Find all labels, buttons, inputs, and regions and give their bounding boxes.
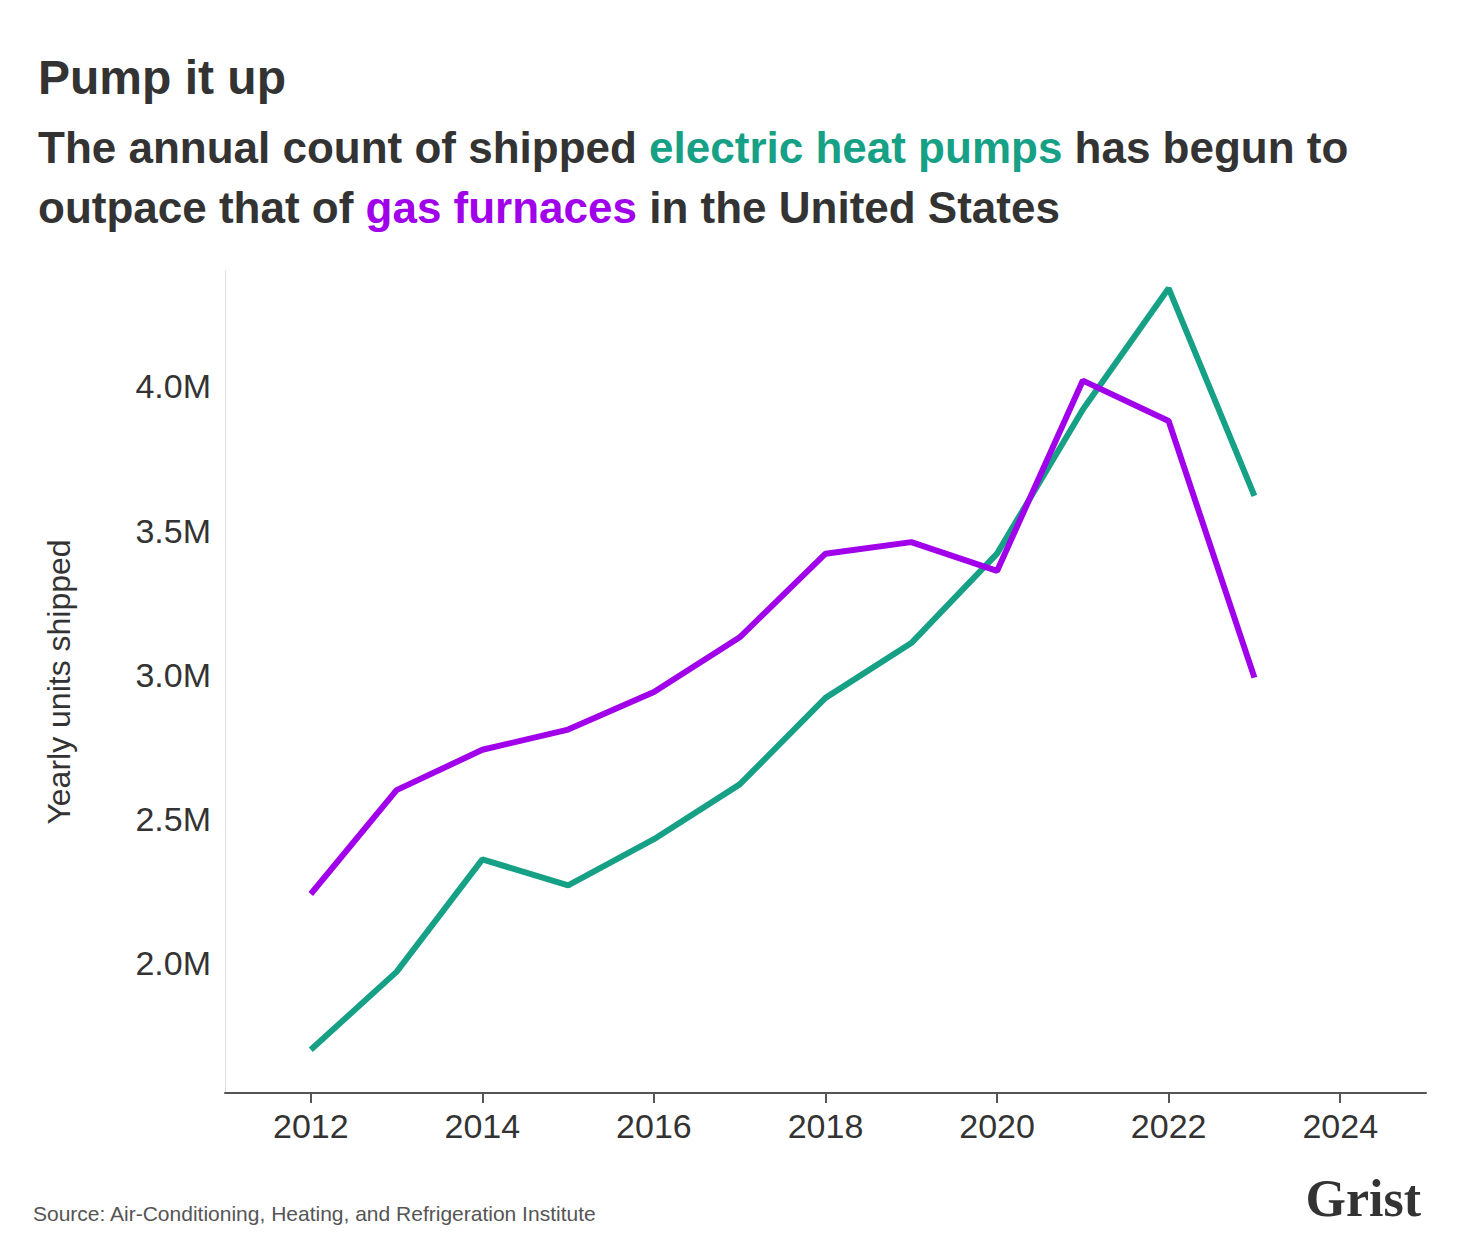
svg-text:Source: Air-Conditioning, Heat: Source: Air-Conditioning, Heating, and R… (33, 1202, 596, 1225)
svg-text:2012: 2012 (273, 1107, 349, 1145)
svg-text:2.5M: 2.5M (135, 800, 211, 838)
svg-text:gas furnaces: gas furnaces (366, 183, 650, 232)
svg-text:Pump it up: Pump it up (38, 51, 286, 104)
svg-text:3.0M: 3.0M (135, 656, 211, 694)
svg-text:outpace that of: outpace that of (38, 183, 366, 232)
svg-text:2022: 2022 (1131, 1107, 1207, 1145)
svg-text:Grist: Grist (1305, 1170, 1421, 1227)
svg-text:3.5M: 3.5M (135, 512, 211, 550)
svg-text:2020: 2020 (959, 1107, 1035, 1145)
svg-text:2.0M: 2.0M (135, 944, 211, 982)
svg-text:2018: 2018 (788, 1107, 864, 1145)
svg-text:The annual count of shipped: The annual count of shipped (38, 123, 649, 172)
svg-text:electric heat pumps: electric heat pumps (649, 123, 1074, 172)
svg-text:2016: 2016 (616, 1107, 692, 1145)
svg-text:4.0M: 4.0M (135, 367, 211, 405)
svg-text:in the United States: in the United States (649, 183, 1060, 232)
svg-text:has begun to: has begun to (1075, 123, 1349, 172)
svg-text:2024: 2024 (1302, 1107, 1378, 1145)
svg-text:Yearly units shipped: Yearly units shipped (41, 539, 77, 824)
svg-text:2014: 2014 (445, 1107, 521, 1145)
